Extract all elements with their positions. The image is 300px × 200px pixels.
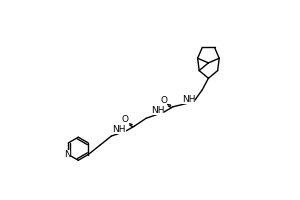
Text: NH: NH <box>112 125 126 134</box>
Text: N: N <box>64 150 71 159</box>
Text: O: O <box>160 96 167 105</box>
Text: O: O <box>122 115 129 124</box>
Text: NH: NH <box>151 106 164 115</box>
Text: NH: NH <box>182 95 195 104</box>
